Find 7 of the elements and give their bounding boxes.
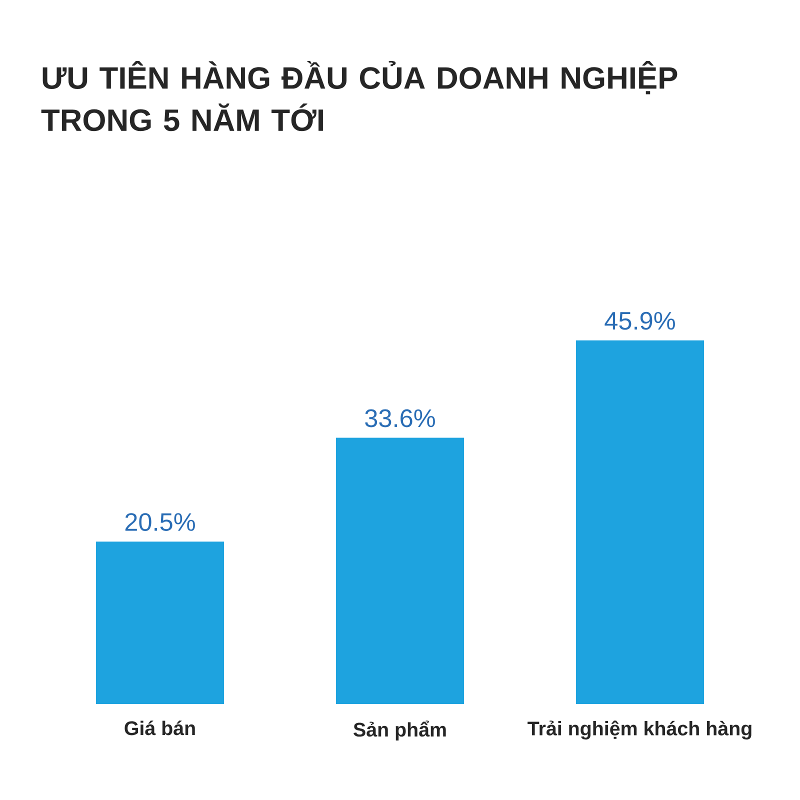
data-label: 45.9% bbox=[604, 312, 675, 330]
x-tick-label: Giá bán bbox=[124, 720, 195, 736]
chart-title: ƯU TIÊN HÀNG ĐẦU CỦA DOANH NGHIỆP TRONG 5 NĂM TỚI bbox=[41, 60, 678, 132]
data-label: 33.6% bbox=[365, 409, 435, 428]
x-tick-label: Sản phẩm bbox=[354, 720, 446, 741]
data-label: 20.5% bbox=[125, 513, 195, 531]
x-tick-label: Trải nghiệm khách hàng bbox=[528, 720, 752, 740]
